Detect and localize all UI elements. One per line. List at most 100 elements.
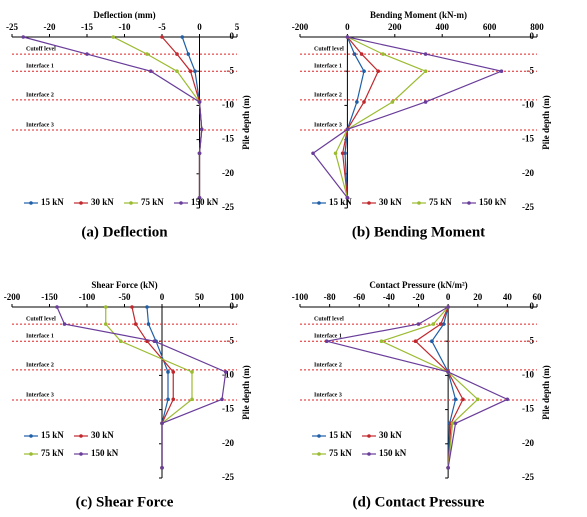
marker [423,100,428,104]
marker [453,421,458,426]
y-tick-label: -5 [527,335,535,345]
y-tick-label: 0 [230,301,235,311]
level-label: Interface 2 [314,362,342,368]
marker [499,69,504,73]
level-label: Interface 2 [314,92,342,98]
x-tick-label: -20 [44,22,56,32]
panel: Contact Pressure (kN/m²) (d) Contact Pres… [292,280,551,510]
legend-label: 75 kN [141,197,164,207]
marker [103,305,108,309]
y-axis-label: Pile depth (m) [241,365,251,420]
legend-marker [79,434,83,438]
y-tick-label: 0 [530,31,535,41]
marker [171,397,176,402]
series-line [112,36,203,198]
level-label: Interface 3 [314,392,342,398]
level-label: Interface 3 [26,392,54,398]
y-tick-label: -5 [227,65,235,75]
marker [111,35,116,39]
y-tick-label: -20 [222,168,234,178]
marker [340,151,345,156]
level-label: Cutoff level [26,316,56,322]
marker [345,35,350,39]
marker [145,52,149,56]
marker [376,69,381,73]
marker [359,52,364,56]
x-tick-label: -80 [324,292,336,302]
y-axis-label: Pile depth (m) [541,365,551,420]
y-tick-label: -25 [522,202,534,212]
axis-title: Bending Moment (kN-m) [370,10,467,20]
marker [333,151,338,156]
marker [171,370,176,374]
marker [62,322,67,326]
marker [446,370,450,374]
legend-marker [29,434,33,438]
marker [362,69,366,73]
marker [197,195,202,200]
marker [423,69,428,73]
legend-marker [467,201,471,205]
y-tick-label: -10 [522,369,534,379]
marker [345,195,350,200]
legend-marker [367,201,371,205]
y-axis-label: Pile depth (m) [241,95,251,150]
legend-label: 30 kN [91,197,114,207]
marker [197,151,202,156]
level-label: Interface 2 [26,362,54,368]
legend-label: 150 kN [479,197,507,207]
x-tick-label: 20 [473,292,483,302]
y-tick-label: -20 [222,438,234,448]
caption: (a) Deflection [81,224,168,240]
caption: (d) Contact Pressure [353,494,485,510]
marker [441,322,446,326]
marker [166,397,170,402]
x-tick-label: 400 [435,22,449,32]
legend-marker [179,201,183,205]
legend-label: 15 kN [41,197,64,207]
marker [446,305,450,309]
marker [21,35,26,39]
marker [311,151,315,156]
y-tick-label: -25 [522,472,534,482]
marker [133,322,138,326]
y-tick-label: -5 [227,335,235,345]
marker [152,339,157,344]
y-tick-label: -5 [527,65,535,75]
x-tick-label: -50 [119,292,131,302]
marker [190,370,194,374]
x-tick-label: 0 [446,292,451,302]
marker [453,397,458,402]
x-tick-label: -200 [4,292,21,302]
caption: (b) Bending Moment [352,224,485,240]
marker [160,421,164,426]
series-line [161,36,203,198]
legend-label: 15 kN [329,430,352,440]
marker [352,52,357,56]
marker [223,370,228,374]
level-label: Interface 1 [26,334,54,340]
series-line [146,306,169,468]
legend-label: 30 kN [91,430,114,440]
x-tick-label: -200 [292,22,309,32]
x-tick-label: 50 [195,292,205,302]
marker [446,465,450,470]
marker [438,322,443,326]
level-label: Interface 1 [26,64,54,70]
marker [431,322,436,326]
x-tick-label: -20 [413,292,425,302]
level-label: Interface 3 [314,122,342,128]
legend-label: 150 kN [379,448,407,458]
legend-marker [367,434,371,438]
marker [166,370,170,374]
marker [186,52,191,56]
marker [381,52,385,56]
marker [355,100,359,104]
x-tick-label: 100 [230,292,244,302]
caption: (c) Shear Force [76,494,174,510]
x-tick-label: -25 [6,22,18,32]
legend-label: 15 kN [329,197,352,207]
x-tick-label: 0 [345,22,350,32]
y-tick-label: 0 [530,301,535,311]
x-tick-label: 60 [533,292,543,302]
